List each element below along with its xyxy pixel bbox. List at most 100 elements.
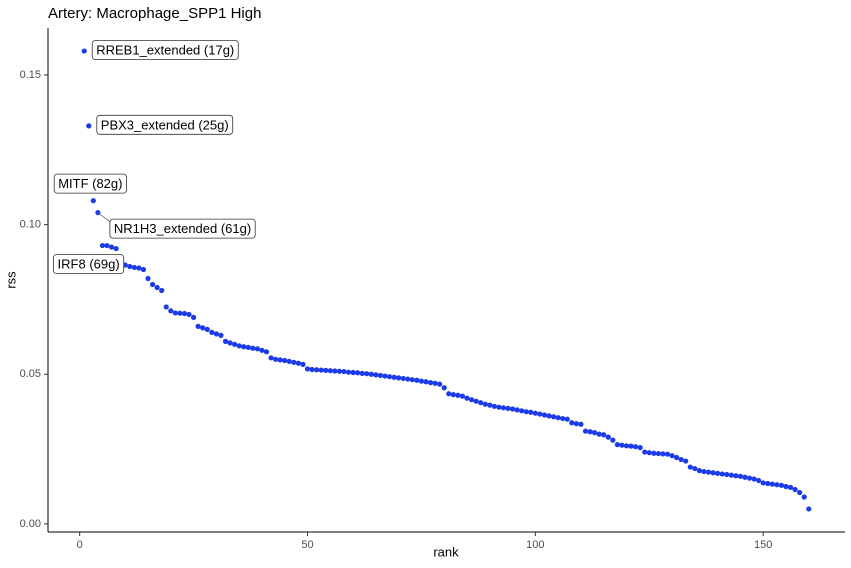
point — [263, 349, 270, 355]
point — [783, 483, 789, 490]
point — [350, 369, 356, 376]
point — [591, 430, 598, 436]
point-label: NR1H3_extended (61g) — [97, 212, 256, 239]
point — [336, 368, 343, 374]
label-text: RREB1_extended (17g) — [96, 42, 234, 57]
point — [359, 370, 365, 376]
point — [277, 357, 283, 363]
point — [209, 329, 215, 335]
point — [186, 311, 192, 318]
point — [582, 428, 589, 434]
point — [373, 372, 379, 378]
point — [250, 345, 256, 351]
point — [674, 454, 680, 461]
point — [596, 431, 602, 437]
point — [751, 476, 757, 482]
point — [642, 449, 648, 455]
point — [318, 367, 324, 373]
point — [236, 343, 242, 349]
label-box — [53, 173, 127, 194]
point — [500, 405, 507, 411]
point — [300, 361, 306, 367]
x-tick-label: 50 — [301, 539, 313, 551]
point — [323, 367, 329, 373]
point — [168, 308, 174, 314]
point — [756, 477, 762, 484]
point — [386, 374, 393, 380]
point — [496, 404, 502, 410]
point — [159, 287, 165, 294]
point-label: PBX3_extended (25g) — [96, 114, 234, 135]
point — [450, 392, 456, 398]
point — [227, 340, 233, 346]
point — [701, 468, 707, 475]
point — [190, 314, 197, 321]
point-label: RREB1_extended (17g) — [91, 40, 239, 60]
point — [368, 371, 374, 377]
point — [487, 402, 493, 408]
point — [778, 482, 785, 488]
point — [405, 376, 411, 382]
point — [232, 341, 238, 347]
point — [573, 421, 579, 427]
point — [774, 482, 780, 488]
point — [724, 471, 730, 478]
point — [459, 393, 466, 399]
label-box — [109, 218, 256, 239]
point — [715, 470, 721, 476]
point — [222, 338, 229, 344]
point — [614, 442, 620, 448]
point — [523, 409, 529, 415]
point — [396, 375, 402, 381]
point — [181, 310, 188, 317]
point — [505, 405, 511, 411]
point — [737, 473, 744, 479]
point — [86, 123, 92, 129]
point — [345, 369, 352, 375]
point — [327, 368, 333, 374]
point — [651, 450, 657, 456]
point — [309, 366, 315, 373]
label-connector — [97, 212, 111, 222]
point — [81, 48, 87, 54]
point — [113, 245, 119, 252]
point — [760, 480, 766, 486]
point — [218, 332, 224, 338]
point — [628, 443, 634, 449]
label-box — [91, 40, 239, 60]
point — [131, 264, 137, 271]
point — [409, 377, 415, 383]
point — [746, 475, 753, 481]
point — [806, 506, 812, 512]
point — [163, 304, 169, 310]
point — [601, 432, 607, 438]
point — [550, 414, 557, 420]
point — [90, 198, 96, 204]
x-tick-label: 150 — [754, 539, 772, 551]
point — [177, 310, 183, 316]
point — [532, 410, 538, 416]
point — [291, 359, 297, 365]
point — [473, 398, 479, 404]
label-box — [53, 254, 125, 274]
point — [719, 471, 725, 477]
point — [619, 442, 625, 448]
x-tick-label: 0 — [77, 539, 83, 551]
y-tick-label: 0.10 — [20, 219, 41, 231]
point — [391, 374, 397, 380]
x-axis-title: rank — [433, 544, 459, 559]
point — [377, 372, 384, 379]
point — [149, 281, 156, 288]
point — [195, 323, 201, 329]
label-text: IRF8 (69g) — [58, 256, 120, 271]
y-tick-label: 0.00 — [20, 518, 41, 530]
point — [692, 465, 698, 472]
point — [509, 406, 516, 412]
point — [441, 385, 447, 391]
point — [491, 403, 497, 409]
point — [414, 377, 420, 383]
point — [213, 331, 219, 337]
point — [678, 456, 684, 463]
point — [200, 325, 206, 331]
point — [765, 480, 771, 487]
